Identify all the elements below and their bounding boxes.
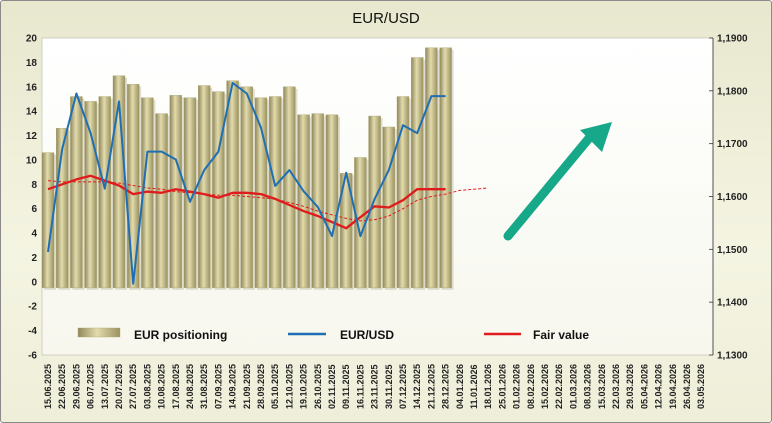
x-axis-date-label: 22.02.2026 — [554, 364, 564, 409]
x-axis-date-label: 03.08.2025 — [142, 364, 152, 409]
x-axis-date-label: 31.08.2025 — [199, 364, 209, 409]
left-axis-tick: 4 — [31, 229, 37, 240]
bar — [98, 96, 112, 289]
left-axis-tick: -6 — [28, 351, 37, 362]
trend-arrow-head — [580, 122, 612, 152]
left-axis-tick: 2 — [31, 253, 37, 264]
bar — [212, 91, 225, 289]
x-axis-date-label: 07.09.2025 — [213, 364, 223, 409]
bar — [240, 86, 254, 289]
x-axis-date-label: 18.01.2026 — [483, 364, 493, 409]
bar — [126, 84, 140, 289]
x-axis-date-label: 30.11.2025 — [384, 364, 394, 409]
bar — [269, 96, 282, 289]
left-axis-tick: -2 — [28, 302, 37, 313]
x-axis-date-label: 20.07.2025 — [114, 364, 124, 409]
x-axis-date-label: 29.03.2026 — [625, 364, 635, 409]
x-axis-date-label: 21.12.2025 — [426, 364, 436, 409]
x-axis-date-label: 28.09.2025 — [256, 364, 266, 409]
bar — [311, 113, 324, 289]
x-axis-date-label: 23.11.2025 — [370, 364, 380, 409]
x-axis-date-label: 22.03.2026 — [611, 364, 621, 409]
bar — [155, 113, 168, 289]
left-axis-tick: 20 — [26, 34, 38, 45]
right-axis-tick: 1,1800 — [717, 86, 748, 97]
bar — [283, 86, 296, 289]
x-axis-date-label: 02.11.2025 — [327, 364, 337, 409]
left-axis-tick: 12 — [26, 131, 38, 142]
trend-arrow-shaft — [503, 132, 595, 241]
x-axis-date-label: 27.07.2025 — [128, 364, 138, 409]
right-axis-tick: 1,1600 — [717, 192, 748, 203]
x-axis-date-label: 11.01.2026 — [469, 364, 479, 409]
bar — [226, 80, 239, 289]
x-axis-date-label: 21.09.2025 — [242, 364, 252, 409]
x-axis-date-label: 29.06.2025 — [71, 364, 81, 409]
bar — [411, 57, 424, 289]
bar — [297, 114, 310, 289]
bar — [41, 152, 55, 289]
x-axis-date-label: 12.04.2026 — [654, 364, 664, 409]
x-axis-date-label: 19.10.2025 — [299, 364, 309, 409]
x-axis-date-label: 14.12.2025 — [412, 364, 422, 409]
x-axis-date-label: 25.01.2026 — [497, 364, 507, 409]
x-axis-date-label: 12.10.2025 — [284, 364, 294, 409]
left-axis-tick: 6 — [31, 204, 37, 215]
x-axis-date-label: 16.11.2025 — [355, 364, 365, 409]
legend-label-positioning: EUR positioning — [134, 328, 227, 342]
x-axis-date-label: 04.01.2026 — [455, 364, 465, 409]
left-axis-tick: 10 — [26, 155, 38, 166]
x-axis-date-label: 26.04.2026 — [682, 364, 692, 409]
x-axis-date-label: 09.11.2025 — [341, 364, 351, 409]
x-axis-date-label: 17.08.2025 — [171, 364, 181, 409]
right-axis-tick: 1,1900 — [717, 34, 748, 45]
fair-value-trend-line — [47, 180, 489, 222]
x-axis-date-label: 28.12.2025 — [441, 364, 451, 409]
legend-label-fair-value: Fair value — [533, 328, 589, 342]
right-axis-tick: 1,1300 — [717, 351, 748, 362]
x-axis-date-label: 05.04.2026 — [639, 364, 649, 409]
bar — [84, 101, 97, 289]
left-axis-tick: -4 — [28, 326, 37, 337]
x-axis-date-label: 19.04.2026 — [668, 364, 678, 409]
bar — [439, 47, 452, 289]
legend-label-eurusd: EUR/USD — [340, 328, 394, 342]
bar — [368, 115, 381, 289]
bar — [396, 96, 410, 289]
x-axis-date-label: 06.07.2025 — [86, 364, 96, 409]
right-axis-tick: 1,1400 — [717, 298, 748, 309]
legend-swatch-bars — [77, 327, 121, 338]
right-axis-tick: 1,1700 — [717, 139, 748, 150]
chart-title: EUR/USD — [352, 10, 420, 27]
x-axis-date-label: 05.10.2025 — [270, 364, 280, 409]
left-axis-tick: 18 — [26, 58, 38, 69]
x-axis-date-label: 15.02.2026 — [540, 364, 550, 409]
bar — [325, 114, 339, 289]
x-axis-date-label: 24.08.2025 — [185, 364, 195, 409]
x-axis-date-label: 03.05.2026 — [696, 364, 706, 409]
bar — [425, 47, 438, 289]
x-axis-date-label: 01.02.2026 — [512, 364, 522, 409]
right-axis-tick: 1,1500 — [717, 245, 748, 256]
left-axis-tick: 8 — [31, 180, 37, 191]
left-axis-tick: 0 — [31, 277, 37, 288]
x-axis-date-label: 01.03.2026 — [568, 364, 578, 409]
fair-value-line — [47, 174, 446, 230]
eurusd-line — [47, 81, 446, 285]
x-axis-date-label: 07.12.2025 — [398, 364, 408, 409]
left-axis-tick: 16 — [26, 82, 38, 93]
x-axis-date-label: 08.03.2026 — [583, 364, 593, 409]
x-axis-date-label: 15.03.2026 — [597, 364, 607, 409]
x-axis-date-label: 26.10.2025 — [313, 364, 323, 409]
bar — [70, 96, 83, 289]
x-axis-date-label: 08.02.2026 — [526, 364, 536, 409]
bar — [197, 85, 211, 289]
left-axis-tick: 14 — [26, 107, 38, 118]
x-axis-date-label: 22.06.2025 — [57, 364, 67, 409]
x-axis-date-label: 13.07.2025 — [100, 364, 110, 409]
x-axis-date-label: 14.09.2025 — [228, 364, 238, 409]
x-axis-date-label: 15.06.2025 — [43, 364, 53, 409]
x-axis-date-label: 10.08.2025 — [157, 364, 167, 409]
